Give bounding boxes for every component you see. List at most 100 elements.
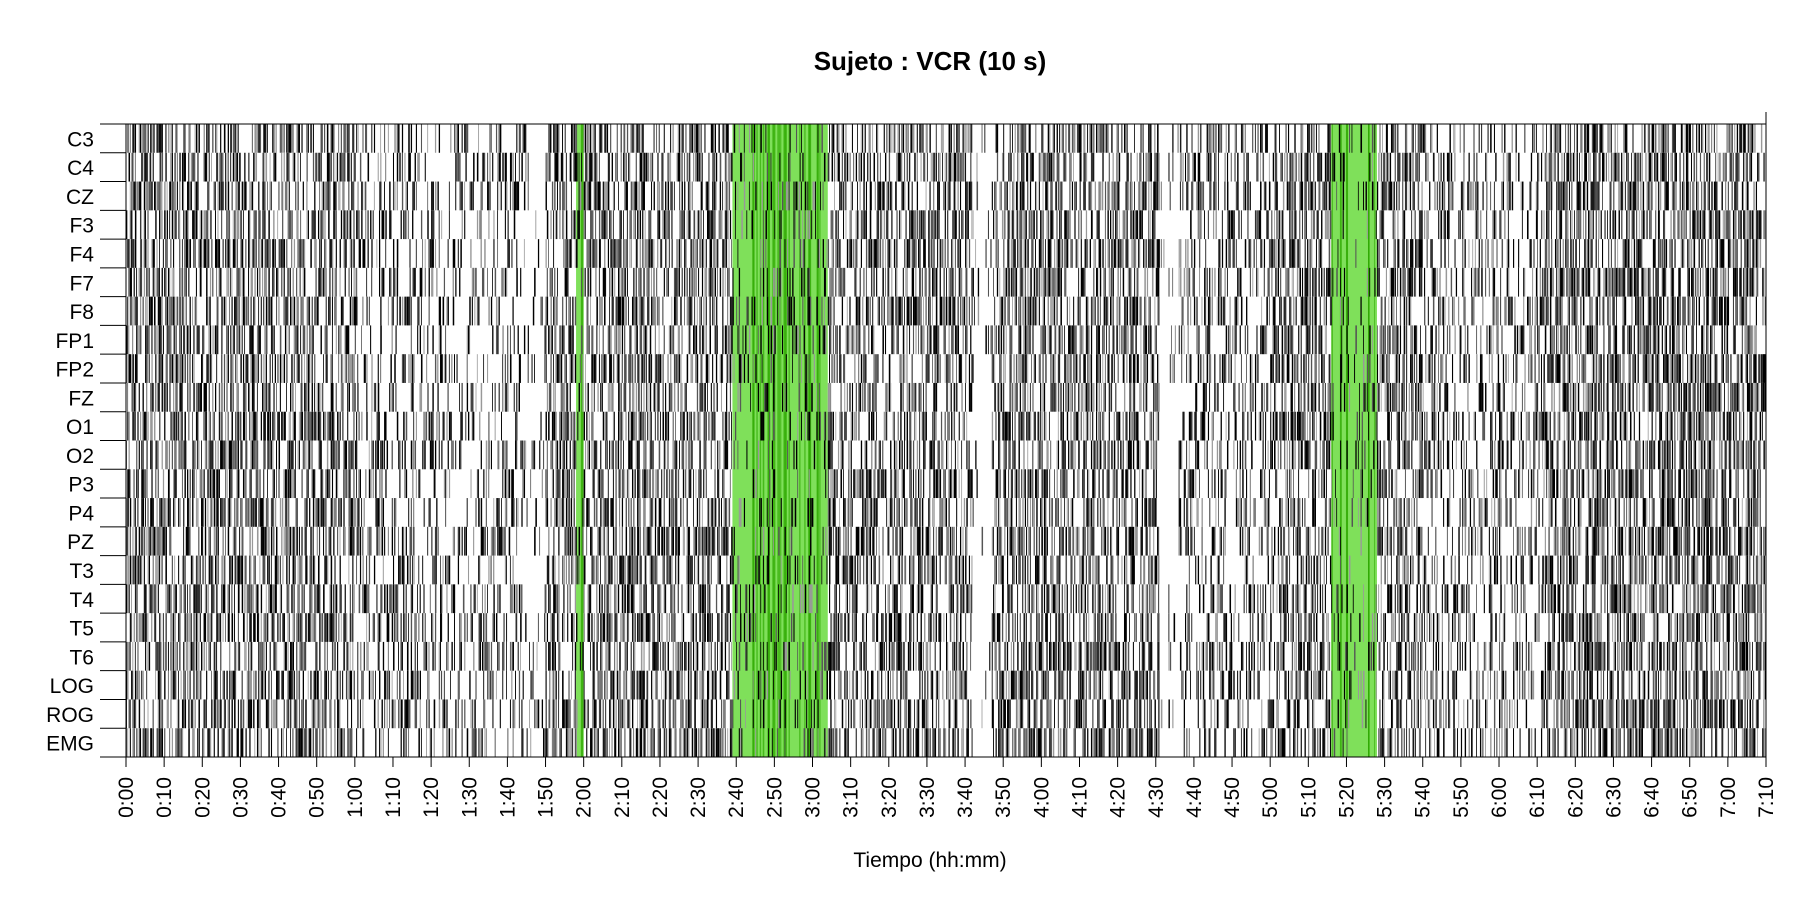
epoch-mark (1556, 210, 1558, 240)
epoch-mark (634, 296, 636, 326)
epoch-mark (1150, 239, 1152, 268)
epoch-mark (1399, 267, 1402, 297)
epoch-mark (1594, 325, 1596, 355)
epoch-mark (667, 152, 669, 182)
epoch-mark (1496, 296, 1498, 326)
epoch-mark (832, 239, 834, 268)
epoch-mark (834, 181, 835, 211)
epoch-mark (623, 124, 624, 153)
epoch-mark (1080, 239, 1082, 268)
epoch-mark (1746, 239, 1749, 268)
epoch-mark (1121, 124, 1123, 153)
epoch-mark (1226, 181, 1229, 211)
epoch-mark (1688, 239, 1690, 268)
epoch-mark (344, 354, 347, 383)
epoch-mark (1450, 181, 1453, 211)
epoch-mark (1441, 296, 1444, 326)
epoch-mark (133, 239, 135, 268)
epoch-mark (1266, 296, 1268, 326)
epoch-mark (504, 267, 507, 297)
epoch-mark (1192, 152, 1194, 182)
epoch-mark (1234, 124, 1236, 153)
epoch-mark (380, 152, 382, 182)
epoch-mark (1715, 210, 1717, 240)
epoch-mark (465, 124, 467, 153)
epoch-mark (893, 239, 895, 268)
epoch-mark (1037, 267, 1039, 297)
epoch-mark (314, 354, 316, 383)
epoch-mark (581, 325, 583, 355)
epoch-mark (181, 152, 183, 182)
epoch-mark (251, 239, 253, 268)
epoch-mark (1514, 325, 1516, 355)
epoch-mark (201, 239, 203, 268)
epoch-mark (1136, 296, 1139, 326)
epoch-mark (1671, 325, 1674, 355)
epoch-mark (1038, 296, 1040, 326)
epoch-mark (837, 210, 839, 240)
epoch-mark (1659, 181, 1661, 211)
epoch-mark (1626, 152, 1627, 182)
epoch-mark (862, 124, 864, 153)
epoch-mark (382, 267, 385, 297)
epoch-mark (1668, 124, 1669, 153)
epoch-mark (1130, 267, 1132, 297)
epoch-mark (1308, 325, 1310, 355)
channel-row-fp1 (126, 325, 1757, 355)
epoch-mark (175, 354, 177, 383)
epoch-mark (1547, 267, 1549, 297)
epoch-mark (1598, 181, 1600, 211)
epoch-mark (148, 325, 150, 355)
epoch-mark (704, 124, 706, 153)
epoch-mark (1050, 325, 1052, 355)
epoch-mark (1631, 296, 1633, 326)
epoch-mark (1438, 152, 1440, 182)
epoch-mark (713, 181, 715, 211)
epoch-mark (254, 296, 256, 326)
epoch-mark (921, 325, 923, 355)
epoch-mark (214, 325, 216, 355)
epoch-mark (137, 325, 139, 355)
epoch-mark (331, 267, 334, 297)
epoch-mark (714, 239, 716, 268)
epoch-mark (1127, 181, 1130, 211)
epoch-mark (626, 210, 628, 240)
epoch-mark (1690, 239, 1693, 268)
epoch-mark (794, 325, 796, 355)
epoch-mark (666, 239, 668, 268)
epoch-mark (1113, 181, 1115, 211)
epoch-mark (1619, 267, 1621, 297)
epoch-mark (956, 124, 958, 153)
epoch-mark (1571, 325, 1573, 355)
epoch-mark (447, 296, 449, 326)
epoch-mark (265, 354, 267, 383)
epoch-mark (1481, 267, 1483, 297)
epoch-mark (1683, 210, 1685, 240)
epoch-mark (329, 152, 331, 182)
epoch-mark (995, 239, 997, 268)
epoch-mark (251, 181, 254, 211)
epoch-mark (348, 267, 350, 297)
epoch-mark (1642, 296, 1645, 326)
epoch-mark (1045, 267, 1046, 297)
epoch-mark (1322, 181, 1324, 211)
epoch-mark (642, 354, 643, 383)
epoch-mark (654, 325, 656, 355)
epoch-mark (839, 354, 841, 383)
epoch-mark (1490, 325, 1492, 355)
epoch-mark (251, 267, 253, 297)
epoch-mark (1397, 325, 1399, 355)
epoch-mark (1590, 210, 1592, 240)
epoch-mark (943, 267, 945, 297)
epoch-mark (250, 181, 252, 211)
epoch-mark (568, 325, 570, 355)
epoch-mark (668, 210, 670, 240)
epoch-mark (236, 210, 239, 240)
epoch-mark (1102, 124, 1104, 153)
epoch-mark (971, 181, 973, 211)
epoch-mark (231, 267, 233, 297)
epoch-mark (1551, 239, 1553, 268)
epoch-mark (164, 181, 166, 211)
epoch-mark (583, 181, 586, 211)
epoch-mark (277, 210, 279, 240)
